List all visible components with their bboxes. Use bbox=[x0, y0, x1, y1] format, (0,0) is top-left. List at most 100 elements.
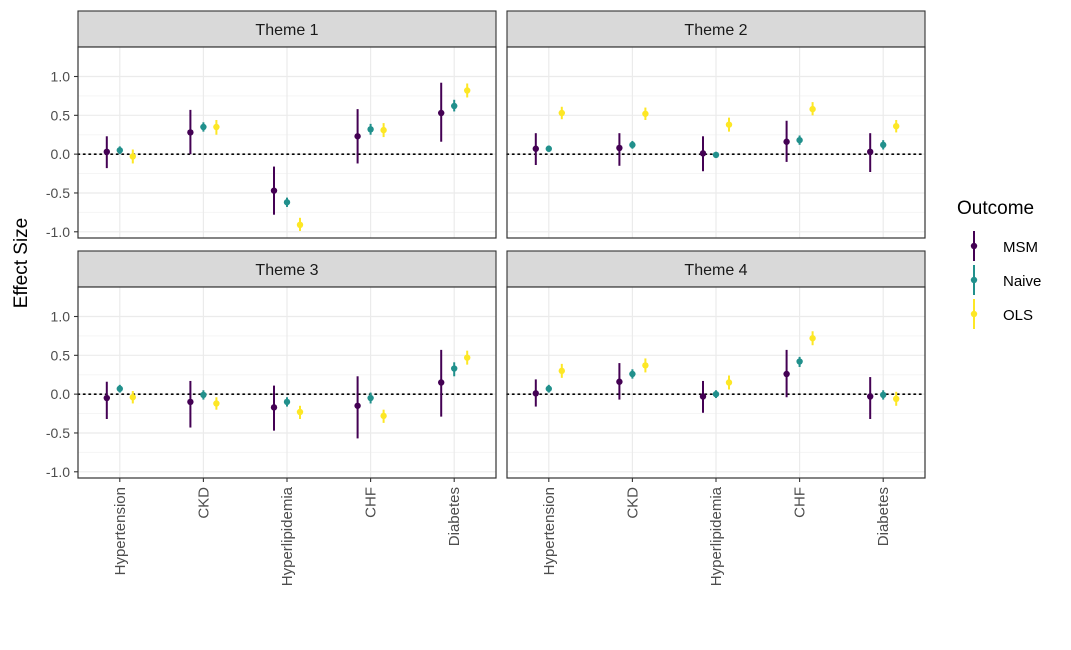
legend: Outcome MSM Naive OLS bbox=[957, 198, 1041, 329]
point-naive bbox=[629, 370, 636, 378]
point-msm bbox=[354, 402, 361, 409]
legend-label: Naive bbox=[1003, 273, 1041, 290]
point-naive bbox=[451, 365, 458, 372]
facet-panel-3: Theme 3 1.0 0.5 0.0 -0.5 -1.0 Hypertension CKD H… bbox=[46, 250, 497, 586]
x-tick-label: Diabetes bbox=[875, 487, 892, 546]
point-naive bbox=[880, 391, 887, 399]
point-msm bbox=[354, 133, 361, 140]
point-naive bbox=[116, 385, 124, 392]
point-ols bbox=[129, 394, 136, 401]
point-msm bbox=[438, 379, 445, 386]
point-msm bbox=[270, 187, 278, 194]
legend-key-point bbox=[970, 242, 978, 250]
y-tick-label: 0.5 bbox=[51, 347, 71, 363]
point-msm bbox=[187, 398, 194, 406]
point-ols bbox=[809, 105, 816, 113]
point-ols bbox=[213, 123, 220, 131]
y-tick-label: 0.5 bbox=[51, 107, 71, 123]
y-tick-label: -0.5 bbox=[46, 425, 70, 441]
point-ols bbox=[558, 109, 565, 117]
y-tick-label: 1.0 bbox=[51, 69, 71, 85]
y-tick-label: -1.0 bbox=[46, 224, 70, 240]
facet-strip-label: Theme 3 bbox=[255, 262, 318, 279]
x-tick-label: Hypertension bbox=[541, 487, 558, 575]
point-naive bbox=[796, 358, 803, 365]
point-msm bbox=[438, 109, 445, 117]
point-msm bbox=[616, 378, 623, 385]
legend-label: OLS bbox=[1003, 307, 1033, 324]
point-naive bbox=[545, 145, 552, 152]
point-naive bbox=[629, 141, 636, 149]
point-ols bbox=[725, 121, 733, 128]
point-naive bbox=[796, 136, 803, 144]
facet-strip-label: Theme 1 bbox=[255, 22, 318, 39]
panel-border bbox=[506, 46, 926, 239]
point-msm bbox=[867, 393, 874, 400]
point-ols bbox=[642, 110, 649, 117]
point-ols bbox=[642, 362, 649, 369]
point-naive bbox=[712, 390, 720, 398]
legend-title: Outcome bbox=[957, 198, 1034, 219]
facet-panel-2: Theme 2 bbox=[506, 10, 926, 239]
point-ols bbox=[296, 408, 304, 416]
point-ols bbox=[464, 87, 471, 94]
facet-panel-4: Theme 4 Hypertension CKD Hyperlipidemia CHF D… bbox=[506, 250, 926, 586]
point-msm bbox=[187, 129, 194, 136]
x-tick-label: CKD bbox=[624, 487, 641, 519]
point-ols bbox=[380, 412, 387, 420]
point-naive bbox=[367, 126, 374, 133]
y-tick-label: -0.5 bbox=[46, 185, 70, 201]
point-ols bbox=[809, 335, 816, 342]
x-tick-label: CHF bbox=[792, 487, 809, 518]
point-ols bbox=[893, 395, 900, 403]
point-naive bbox=[283, 199, 291, 206]
facet-strip-label: Theme 4 bbox=[684, 262, 747, 279]
y-axis-title: Effect Size bbox=[11, 218, 32, 308]
point-naive bbox=[880, 141, 887, 149]
point-ols bbox=[464, 354, 471, 361]
point-naive bbox=[283, 398, 291, 406]
panel-border bbox=[77, 46, 497, 239]
point-ols bbox=[213, 400, 220, 407]
x-tick-label: CKD bbox=[195, 487, 212, 519]
legend-item-msm: MSM bbox=[970, 231, 1038, 261]
point-naive bbox=[545, 385, 552, 392]
y-tick-label: 1.0 bbox=[51, 309, 71, 325]
x-tick-label: Hypertension bbox=[112, 487, 129, 575]
legend-key-point bbox=[970, 310, 978, 318]
legend-label: MSM bbox=[1003, 239, 1038, 256]
point-ols bbox=[558, 367, 565, 375]
point-naive bbox=[200, 123, 207, 131]
facet-panel-1: Theme 1 1.0 0.5 0.0 -0.5 -1.0 bbox=[46, 10, 497, 240]
point-msm bbox=[783, 370, 790, 378]
point-msm bbox=[270, 404, 278, 411]
facet-strip-label: Theme 2 bbox=[684, 22, 747, 39]
point-ols bbox=[893, 122, 900, 130]
point-msm bbox=[103, 394, 111, 402]
facet-strip bbox=[77, 250, 497, 288]
point-msm bbox=[699, 393, 707, 400]
facet-strip bbox=[77, 10, 497, 48]
point-naive bbox=[712, 151, 720, 159]
x-tick-label: CHF bbox=[363, 487, 380, 518]
point-ols bbox=[129, 153, 136, 160]
point-ols bbox=[380, 126, 387, 134]
y-tick-label: -1.0 bbox=[46, 464, 70, 480]
point-msm bbox=[867, 148, 874, 156]
facet-panels: Theme 1 1.0 0.5 0.0 -0.5 -1.0 Theme 2 Theme 3 1.… bbox=[46, 10, 926, 586]
point-msm bbox=[699, 150, 707, 157]
legend-item-naive: Naive bbox=[970, 265, 1041, 295]
facet-strip bbox=[506, 10, 926, 48]
point-naive bbox=[451, 102, 458, 110]
point-naive bbox=[116, 147, 124, 154]
x-tick-label: Diabetes bbox=[446, 487, 463, 546]
x-tick-label: Hyperlipidemia bbox=[708, 486, 725, 586]
point-msm bbox=[103, 148, 111, 156]
point-msm bbox=[783, 138, 790, 145]
x-tick-label: Hyperlipidemia bbox=[279, 486, 296, 586]
y-tick-label: 0.0 bbox=[51, 146, 71, 162]
y-tick-label: 0.0 bbox=[51, 386, 71, 402]
legend-key-point bbox=[970, 276, 978, 284]
legend-keys: MSM Naive OLS bbox=[970, 231, 1041, 329]
